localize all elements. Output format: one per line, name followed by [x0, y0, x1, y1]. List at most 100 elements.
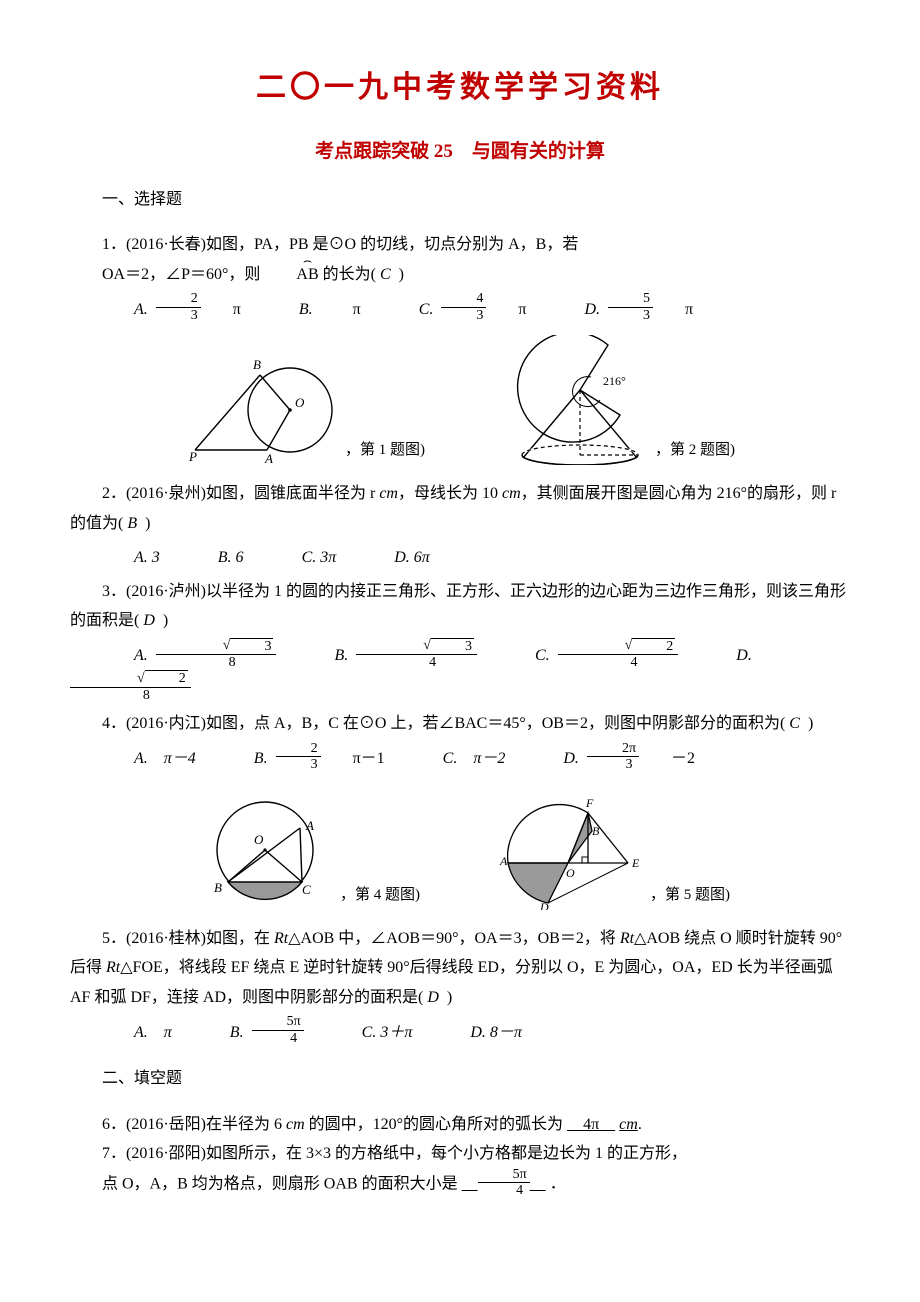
q2-optD: D. 6π	[362, 543, 430, 573]
q4-optB-label: B.	[222, 744, 268, 774]
q4-t2: )	[804, 715, 813, 732]
figure-5-block: A B D E F O ，第 5 题图)	[480, 785, 730, 910]
q3-t2: )	[159, 612, 168, 629]
figures-row-2: O A B C ，第 4 题图) A B D E F O ，第 5 题图)	[70, 785, 850, 910]
q2-optC: C. 3π	[270, 543, 337, 573]
q1-line2: OA＝2，∠P＝60°，则 AB 的长为( C )	[70, 260, 850, 290]
section-2-header: 二、填空题	[70, 1064, 850, 1094]
q1-optC-num: 4	[441, 291, 486, 307]
figure-5-svg: A B D E F O	[480, 785, 650, 910]
q2-t1: 2．(2016·泉州)如图，圆锥底面半径为 r	[102, 485, 379, 502]
q6-text: 6．(2016·岳阳)在半径为 6 cm 的圆中，120°的圆心角所对的弧长为 …	[70, 1110, 850, 1140]
q6-answer: 4π	[563, 1116, 619, 1133]
q7-line2: 点 O，A，B 均为格点，则扇形 OAB 的面积大小是 5π4 ．	[70, 1169, 850, 1201]
fig5-caption: ，第 5 题图)	[650, 882, 730, 910]
q4-optD-den: 3	[587, 757, 639, 772]
q2-t4: )	[141, 515, 150, 532]
fig4-A: A	[305, 818, 314, 833]
q3-optC-frac: 24	[558, 638, 679, 671]
q3-optC-sqrt: 2	[632, 638, 675, 654]
q5-optB-num: 5π	[252, 1014, 304, 1030]
q4-options: A. π－4 B. 23π－1 C. π－2 D. 2π3－2	[70, 743, 850, 775]
q1-answer: C	[380, 266, 391, 283]
q2-t2: ，母线长为 10	[398, 485, 502, 502]
fig4-caption: ，第 4 题图)	[340, 882, 420, 910]
q3-optC-label: C.	[503, 641, 550, 671]
fig2-caption: ，第 2 题图)	[655, 437, 735, 465]
q4-answer: C	[789, 715, 800, 732]
q4-optB-num: 2	[276, 741, 321, 757]
q1-optD-label: D.	[552, 295, 600, 325]
q5-t1: 5．(2016·桂林)如图，在	[102, 930, 274, 947]
q5-optC: C. 3＋π	[330, 1018, 413, 1048]
q1-optC-frac: 43	[441, 291, 486, 323]
q5-optD: D. 8－π	[438, 1018, 522, 1048]
q5-t1b: △AOB 中，∠AOB＝90°，OA＝3，OB＝2，将	[288, 930, 620, 947]
q1-optD-num: 5	[608, 291, 653, 307]
q3-optB-den: 4	[356, 655, 477, 670]
q1-optA-den: 3	[156, 308, 201, 323]
q3-optD-sqrt: 2	[145, 670, 188, 686]
q3-t1: 3．(2016·泸州)以半径为 1 的圆的内接正三角形、正方形、正六边形的边心距…	[70, 583, 846, 630]
q1-optA-frac: 23	[156, 291, 201, 323]
q4-optD-label: D.	[531, 744, 579, 774]
figure-1-block: P A B O ，第 1 题图)	[185, 345, 425, 465]
q7-answer: 5π4	[458, 1176, 550, 1193]
figure-4-block: O A B C ，第 4 题图)	[190, 790, 420, 910]
q4-t1: 4．(2016·内江)如图，点 A，B，C 在⊙O 上，若∠BAC＝45°，OB…	[102, 715, 789, 732]
fig4-B: B	[214, 880, 222, 895]
q1-text-b: OA＝2，∠P＝60°，则	[102, 266, 260, 283]
q2-cm1: cm	[379, 485, 398, 502]
q5-rt1: Rt	[274, 930, 288, 947]
q7-t2: 点 O，A，B 均为格点，则扇形 OAB 的面积大小是	[102, 1176, 458, 1193]
q1-optC-label: C.	[387, 295, 434, 325]
q5-optB-den: 4	[252, 1031, 304, 1046]
q1-options: A. 23π B. π C. 43π D. 53π	[70, 293, 850, 325]
q5-options: A. π B. 5π4 C. 3＋π D. 8－π	[70, 1016, 850, 1048]
q3-optD-den: 8	[70, 688, 191, 703]
q1-optC-den: 3	[441, 308, 486, 323]
fig1-P: P	[188, 449, 197, 464]
q1-arc-ab: AB	[264, 260, 318, 290]
q5-optB-frac: 5π4	[252, 1014, 304, 1046]
q4-optD-tail: －2	[639, 744, 695, 774]
q6-cm: cm	[286, 1116, 305, 1133]
q7-tail: ．	[550, 1176, 566, 1193]
q2-optA: A. 3	[102, 543, 160, 573]
q3-optB-label: B.	[302, 641, 348, 671]
fig1-A: A	[264, 451, 273, 465]
q3-optD-num: 2	[70, 670, 191, 687]
q3-options: A. 38 B. 34 C. 24 D. 28	[70, 640, 850, 706]
q4-optB-tail: π－1	[321, 744, 385, 774]
q1-optD-tail: π	[653, 295, 693, 325]
q5-rt2: Rt	[620, 930, 634, 947]
q1-optA-tail: π	[201, 295, 241, 325]
q5-rt3: Rt	[106, 959, 120, 976]
fig1-caption: ，第 1 题图)	[345, 437, 425, 465]
q6-t1: 6．(2016·岳阳)在半径为 6	[102, 1116, 286, 1133]
fig5-D: D	[539, 900, 549, 910]
figure-4-svg: O A B C	[190, 790, 340, 910]
q3-optA-num: 3	[156, 638, 277, 655]
q3-optB-num: 3	[356, 638, 477, 655]
q3-answer: D	[143, 612, 155, 629]
q6-t2: 的圆中，120°的圆心角所对的弧长为	[305, 1116, 563, 1133]
q1-optB: π	[321, 295, 361, 325]
q3-optC-den: 4	[558, 655, 679, 670]
q3-optA-label: A.	[102, 641, 148, 671]
q5-t4: )	[443, 989, 452, 1006]
q4-text: 4．(2016·内江)如图，点 A，B，C 在⊙O 上，若∠BAC＝45°，OB…	[70, 709, 850, 739]
q2-cm2: cm	[502, 485, 521, 502]
sub-title: 考点跟踪突破 25 与圆有关的计算	[70, 134, 850, 169]
q1-optD-den: 3	[608, 308, 653, 323]
fig5-F: F	[585, 796, 594, 810]
q1-optC-tail: π	[486, 295, 526, 325]
q2-text: 2．(2016·泉州)如图，圆锥底面半径为 r cm，母线长为 10 cm，其侧…	[70, 479, 850, 538]
q3-optB-frac: 34	[356, 638, 477, 671]
q7-line1: 7．(2016·邵阳)如图所示，在 3×3 的方格纸中，每个小方格都是边长为 1…	[70, 1139, 850, 1169]
fig5-E: E	[631, 856, 640, 870]
figures-row-1: P A B O ，第 1 题图) 216° ，第 2 题图)	[70, 335, 850, 465]
q1-line1: 1．(2016·长春)如图，PA，PB 是⊙O 的切线，切点分别为 A，B，若	[70, 230, 850, 260]
q2-optB: B. 6	[186, 543, 244, 573]
q3-optA-den: 8	[156, 655, 277, 670]
